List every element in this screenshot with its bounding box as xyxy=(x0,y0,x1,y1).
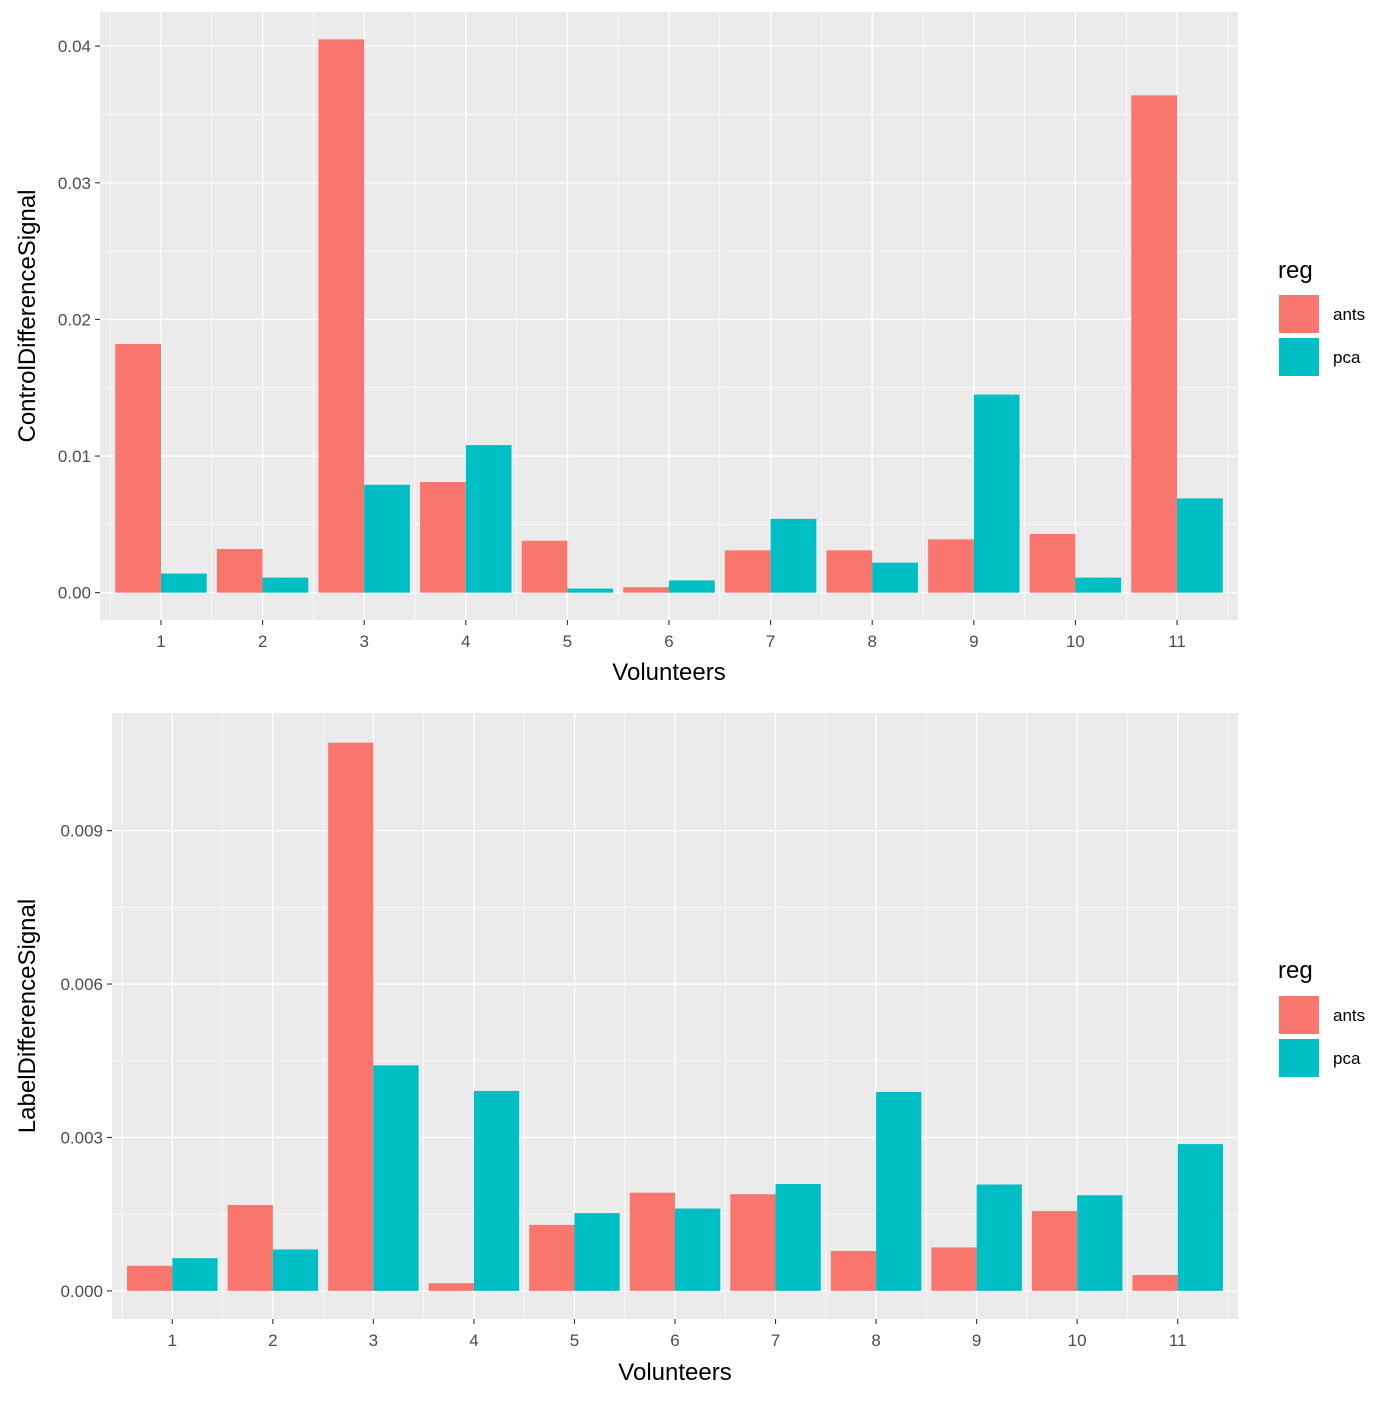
legend-title: reg xyxy=(1278,257,1313,284)
x-tick-label: 11 xyxy=(1168,632,1186,651)
y-tick-label: 0.04 xyxy=(58,37,91,56)
x-axis-title: Volunteers xyxy=(612,659,725,686)
bar-ants-3 xyxy=(318,39,365,593)
bar-pca-6 xyxy=(669,580,715,593)
bar-ants-10 xyxy=(1029,533,1076,593)
x-tick-label: 4 xyxy=(461,632,470,651)
y-tick-label: 0.01 xyxy=(58,447,91,466)
legend-label-pca: pca xyxy=(1333,1049,1361,1068)
y-axis-title: LabelDifferenceSignal xyxy=(14,899,41,1133)
bar-pca-4 xyxy=(473,1090,520,1291)
y-tick-label: 0.02 xyxy=(58,310,91,329)
legend-label-pca: pca xyxy=(1333,348,1361,367)
bar-pca-5 xyxy=(567,588,614,593)
x-tick-label: 5 xyxy=(570,1331,579,1350)
x-tick-label: 2 xyxy=(258,632,267,651)
x-tick-label: 10 xyxy=(1068,1331,1087,1350)
bar-pca-8 xyxy=(872,562,918,593)
bar-ants-4 xyxy=(428,1283,474,1291)
bar-ants-1 xyxy=(127,1265,173,1291)
bar-ants-7 xyxy=(730,1194,776,1291)
bar-pca-4 xyxy=(465,445,512,593)
legend-label-ants: ants xyxy=(1333,305,1365,324)
bar-pca-5 xyxy=(574,1213,620,1291)
y-tick-label: 0.00 xyxy=(58,584,91,603)
legend-swatch-pca xyxy=(1279,1039,1319,1077)
control-difference-chart: 0.00 0.01 0.02 0.03 0.04 1 2 3 4 5 6 7 8 9 10 11 Volun… xyxy=(14,12,1365,686)
bar-pca-3 xyxy=(373,1065,419,1291)
bar-pca-2 xyxy=(272,1249,319,1291)
x-tick-label: 9 xyxy=(972,1331,981,1350)
bar-ants-11 xyxy=(1132,1275,1178,1291)
legend-swatch-ants xyxy=(1279,295,1319,333)
legend-swatch-pca xyxy=(1279,338,1319,376)
x-tick-label: 9 xyxy=(969,632,978,651)
bar-ants-8 xyxy=(826,550,873,593)
bar-ants-5 xyxy=(529,1224,575,1291)
bar-ants-11 xyxy=(1131,95,1178,593)
legend-label-ants: ants xyxy=(1333,1006,1365,1025)
x-tick-label: 6 xyxy=(664,632,673,651)
legend: reg ants pca xyxy=(1278,257,1365,376)
bar-pca-6 xyxy=(675,1208,721,1291)
x-tick-label: 1 xyxy=(168,1331,177,1350)
bar-pca-1 xyxy=(172,1258,218,1291)
bar-pca-11 xyxy=(1177,498,1223,593)
bar-ants-8 xyxy=(830,1250,877,1291)
y-tick-label: 0.006 xyxy=(60,975,103,994)
y-tick-label: 0.03 xyxy=(58,174,91,193)
bar-ants-9 xyxy=(931,1247,977,1291)
bar-pca-11 xyxy=(1177,1144,1223,1291)
y-axis-title: ControlDifferenceSignal xyxy=(14,189,41,442)
label-difference-chart: 0.000 0.003 0.006 0.009 1 2 3 4 5 6 7 8 9 10 11 Volun… xyxy=(14,713,1365,1386)
x-tick-label: 6 xyxy=(670,1331,679,1350)
bar-pca-3 xyxy=(364,484,410,593)
bar-ants-9 xyxy=(928,539,974,593)
x-tick-label: 3 xyxy=(369,1331,378,1350)
legend: reg ants pca xyxy=(1278,957,1365,1077)
bar-ants-1 xyxy=(115,344,161,593)
x-tick-label: 4 xyxy=(469,1331,478,1350)
bar-pca-7 xyxy=(775,1183,821,1291)
x-tick-label: 10 xyxy=(1066,632,1085,651)
bar-ants-2 xyxy=(227,1204,273,1291)
bar-ants-6 xyxy=(629,1192,675,1291)
bar-ants-2 xyxy=(216,548,263,593)
bar-pca-2 xyxy=(262,577,309,593)
bar-ants-5 xyxy=(521,540,568,593)
bar-pca-7 xyxy=(770,518,817,593)
x-tick-label: 5 xyxy=(563,632,572,651)
y-tick-label: 0.003 xyxy=(60,1128,103,1147)
x-tick-label: 3 xyxy=(359,632,368,651)
bar-ants-6 xyxy=(623,587,669,593)
x-tick-label: 7 xyxy=(766,632,775,651)
bar-ants-3 xyxy=(328,742,374,1291)
bar-ants-10 xyxy=(1031,1211,1078,1291)
bar-ants-4 xyxy=(420,482,466,593)
x-axis-title: Volunteers xyxy=(618,1359,731,1386)
x-tick-label: 7 xyxy=(771,1331,780,1350)
bar-pca-10 xyxy=(1077,1195,1123,1291)
bar-pca-9 xyxy=(976,1184,1022,1291)
x-tick-label: 8 xyxy=(871,1331,880,1350)
x-tick-label: 11 xyxy=(1169,1331,1187,1350)
bar-pca-9 xyxy=(973,394,1020,593)
bar-ants-7 xyxy=(724,550,771,593)
legend-title: reg xyxy=(1278,957,1313,984)
y-tick-label: 0.009 xyxy=(60,822,103,841)
y-tick-label: 0.000 xyxy=(60,1282,103,1301)
legend-swatch-ants xyxy=(1279,996,1319,1034)
bar-pca-10 xyxy=(1075,577,1122,593)
x-tick-label: 1 xyxy=(156,632,165,651)
bar-pca-8 xyxy=(876,1091,922,1291)
x-tick-label: 8 xyxy=(867,632,876,651)
bar-pca-1 xyxy=(160,573,207,593)
x-tick-label: 2 xyxy=(268,1331,277,1350)
